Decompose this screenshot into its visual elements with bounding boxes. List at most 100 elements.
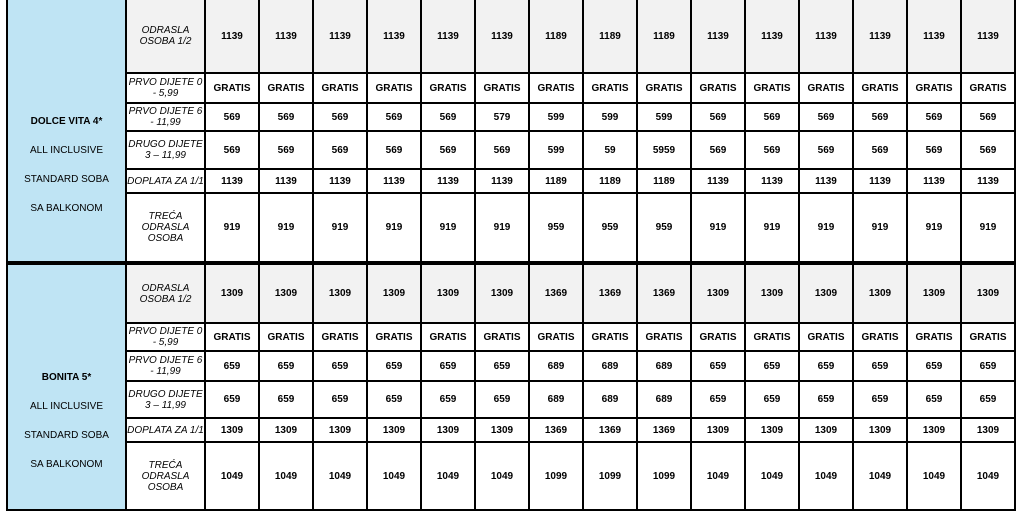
price-cell: 1049	[690, 441, 746, 511]
table-row: PRVO DIJETE 0 - 5,99 GRATIS GRATIS GRATIS GR…	[7, 322, 1016, 352]
price-cell: 919	[204, 192, 260, 264]
price-cell: 59	[582, 130, 638, 170]
price-cell: 569	[258, 130, 314, 170]
price-cell: 1139	[312, 168, 368, 194]
price-cell: 1309	[204, 417, 260, 443]
price-cell: 919	[852, 192, 908, 264]
price-cell: 919	[690, 192, 746, 264]
price-cell: 1139	[798, 168, 854, 194]
price-cell: GRATIS	[744, 72, 800, 104]
price-cell: 659	[312, 350, 368, 382]
price-cell: 1139	[690, 0, 746, 74]
price-cell: 959	[582, 192, 638, 264]
price-cell: 959	[636, 192, 692, 264]
price-cell: GRATIS	[366, 322, 422, 352]
price-cell: 659	[312, 380, 368, 419]
price-cell: 919	[906, 192, 962, 264]
price-cell: 1049	[474, 441, 530, 511]
price-cell: 569	[744, 102, 800, 132]
price-cell: 1139	[204, 0, 260, 74]
price-cell: 569	[258, 102, 314, 132]
price-cell: 1139	[798, 0, 854, 74]
price-cell: 1189	[582, 0, 638, 74]
row-label: PRVO DIJETE 0 - 5,99	[125, 322, 206, 352]
price-cell: 659	[366, 350, 422, 382]
price-cell: 1099	[528, 441, 584, 511]
price-cell: 1049	[906, 441, 962, 511]
price-cell: GRATIS	[690, 322, 746, 352]
price-cell: GRATIS	[528, 72, 584, 104]
price-cell: 1139	[474, 0, 530, 74]
price-cell: 689	[528, 350, 584, 382]
row-label: PRVO DIJETE 6 - 11,99	[125, 350, 206, 382]
price-cell: 1309	[474, 261, 530, 324]
price-cell: 1139	[906, 168, 962, 194]
price-cell: 1309	[798, 261, 854, 324]
price-cell: 1139	[420, 0, 476, 74]
price-cell: 1189	[582, 168, 638, 194]
price-cell: GRATIS	[474, 322, 530, 352]
row-label: PRVO DIJETE 0 - 5,99	[125, 72, 206, 104]
price-cell: 1369	[636, 417, 692, 443]
price-cell: GRATIS	[312, 72, 368, 104]
price-cell: 1309	[852, 261, 908, 324]
price-cell: 569	[798, 102, 854, 132]
table-row: DRUGO DIJETE 3 – 11,99 569 569 569 569 569 569…	[7, 130, 1016, 170]
price-cell: 1369	[636, 261, 692, 324]
price-cell: 1309	[690, 261, 746, 324]
price-cell: 1369	[528, 261, 584, 324]
price-cell: 599	[528, 102, 584, 132]
row-label: DRUGO DIJETE 3 – 11,99	[125, 130, 206, 170]
price-cell: 659	[744, 350, 800, 382]
price-cell: 1049	[366, 441, 422, 511]
hotel-detail: STANDARD SOBA	[24, 430, 109, 441]
price-cell: GRATIS	[258, 322, 314, 352]
hotel-detail: STANDARD SOBA	[24, 173, 109, 185]
price-cell: 919	[366, 192, 422, 264]
price-cell: 5959	[636, 130, 692, 170]
price-cell: GRATIS	[204, 322, 260, 352]
price-cell: 569	[474, 130, 530, 170]
price-cell: 1139	[204, 168, 260, 194]
price-cell: 1139	[420, 168, 476, 194]
price-cell: GRATIS	[366, 72, 422, 104]
price-cell: 1049	[258, 441, 314, 511]
price-cell: 1309	[366, 417, 422, 443]
price-cell: 1049	[312, 441, 368, 511]
price-cell: 569	[690, 102, 746, 132]
price-cell: 659	[798, 350, 854, 382]
table-row: DOLCE VITA 4* ALL INCLUSIVE STANDARD SOBA S…	[6, 0, 1016, 264]
row-label: TREĆA ODRASLA OSOBA	[125, 441, 206, 511]
price-cell: 1139	[474, 168, 530, 194]
price-cell: 569	[420, 130, 476, 170]
price-cell: 1309	[906, 261, 962, 324]
price-cell: 659	[906, 350, 962, 382]
table-row: TREĆA ODRASLA OSOBA 919 919 919 919 919 919 959…	[7, 192, 1016, 264]
price-cell: 569	[690, 130, 746, 170]
row-label: PRVO DIJETE 6 - 11,99	[125, 102, 206, 132]
price-cell: 659	[366, 380, 422, 419]
price-cell: 1369	[582, 261, 638, 324]
price-cell: GRATIS	[636, 322, 692, 352]
spacer	[8, 48, 125, 98]
price-cell: 569	[312, 130, 368, 170]
price-cell: 919	[960, 192, 1016, 264]
price-cell: GRATIS	[636, 72, 692, 104]
price-cell: 1139	[906, 0, 962, 74]
table-row: PRVO DIJETE 6 - 11,99 659 659 659 659 659 659 6…	[7, 350, 1016, 382]
price-cell: 1309	[366, 261, 422, 324]
price-cell: 1309	[690, 417, 746, 443]
price-cell: 659	[204, 350, 260, 382]
price-cell: GRATIS	[204, 72, 260, 104]
hotel-detail: SA BALKONOM	[30, 202, 103, 214]
price-cell: GRATIS	[582, 322, 638, 352]
price-cell: 1309	[420, 417, 476, 443]
price-cell: 919	[798, 192, 854, 264]
price-cell: 659	[420, 380, 476, 419]
table-row: PRVO DIJETE 6 - 11,99 569 569 569 569 569 579 5…	[7, 102, 1016, 132]
price-cell: 569	[960, 102, 1016, 132]
price-cell: 959	[528, 192, 584, 264]
row-label: DOPLATA ZA 1/1	[125, 168, 206, 194]
price-cell: 1139	[258, 0, 314, 74]
spacer	[8, 304, 125, 354]
